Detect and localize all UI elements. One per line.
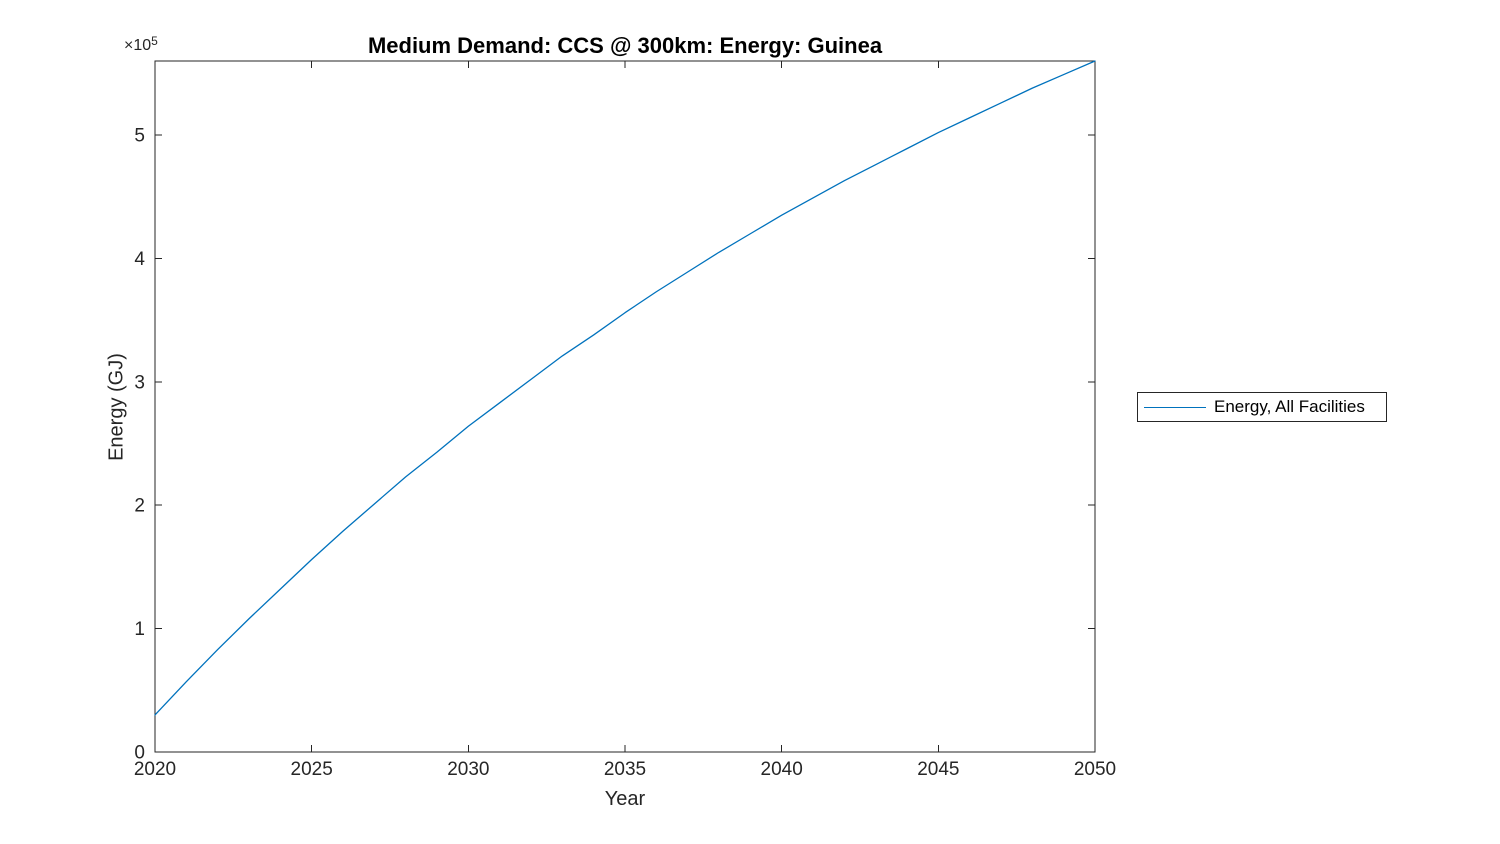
y-tick-label: 4 [134, 249, 145, 270]
y-tick-label: 3 [134, 372, 145, 393]
legend-entry-label: Energy, All Facilities [1214, 397, 1365, 416]
y-axis-exponent: ×105 [124, 34, 158, 55]
chart-title: Medium Demand: CCS @ 300km: Energy: Guin… [367, 33, 883, 58]
x-tick-label: 2030 [447, 759, 489, 780]
x-tick-label: 2050 [1074, 759, 1116, 780]
y-tick-label: 5 [134, 126, 145, 147]
y-tick-label: 1 [134, 619, 145, 640]
x-tick-label: 2020 [134, 759, 176, 780]
legend-line-sample [1144, 406, 1206, 408]
x-tick-label: 2040 [761, 759, 803, 780]
y-tick-label: 2 [134, 496, 145, 517]
y-axis-exponent-power: 5 [151, 34, 158, 48]
y-axis-label: Energy (GJ) [105, 353, 128, 461]
x-tick-label: 2045 [917, 759, 959, 780]
y-tick-label: 0 [134, 743, 145, 764]
x-axis-label: Year [604, 788, 646, 810]
x-tick-label: 2035 [604, 759, 646, 780]
axes-box [154, 60, 1096, 753]
legend: Energy, All Facilities [1137, 392, 1387, 422]
x-tick-label: 2025 [291, 759, 333, 780]
y-axis-exponent-base: ×10 [124, 37, 152, 54]
series-line [154, 60, 1096, 716]
